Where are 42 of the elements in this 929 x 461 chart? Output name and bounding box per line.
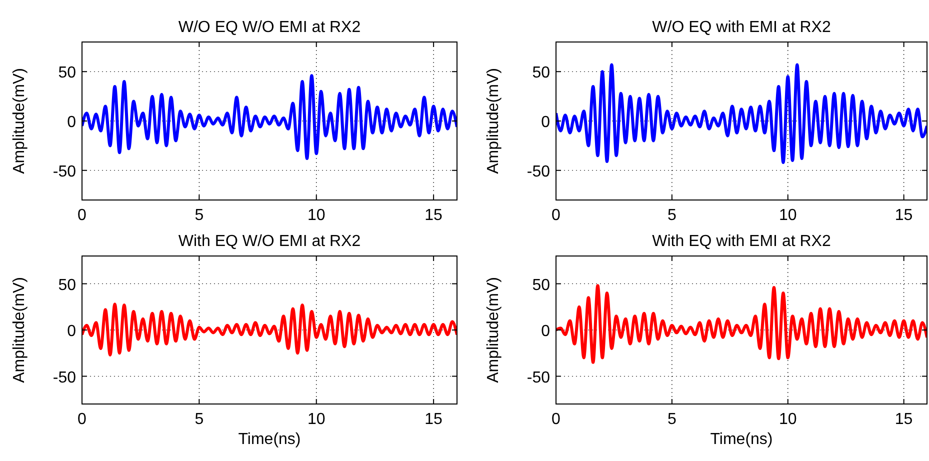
line-series [82, 74, 457, 160]
x-axis-title: Time(ns) [710, 431, 773, 448]
chart-title: With EQ W/O EMI at RX2 [178, 233, 361, 250]
y-tick-label: 50 [532, 276, 550, 294]
y-axis-title: Amplitude(mV) [11, 68, 28, 174]
line-series [556, 63, 927, 164]
x-tick-label: 10 [307, 411, 326, 428]
y-tick-label: 0 [67, 114, 76, 131]
y-tick-label: 0 [541, 323, 550, 340]
x-tick-label: 10 [307, 207, 326, 224]
chart-title: W/O EQ W/O EMI at RX2 [178, 19, 361, 36]
x-tick-label: 15 [424, 411, 443, 428]
y-tick-label: 50 [58, 64, 76, 82]
line-series [82, 302, 457, 356]
y-tick-label: 50 [532, 64, 550, 82]
x-tick-label: 0 [552, 411, 561, 428]
x-tick-label: 15 [894, 411, 913, 428]
x-axis-title: Time(ns) [238, 431, 301, 448]
x-tick-label: 5 [667, 207, 676, 224]
x-tick-label: 0 [552, 207, 561, 224]
x-tick-label: 5 [194, 411, 204, 428]
y-tick-label: -50 [526, 369, 550, 386]
y-tick-label: 0 [541, 114, 550, 131]
y-axis-title: Amplitude(mV) [485, 68, 502, 174]
x-tick-label: 15 [894, 207, 913, 224]
y-tick-label: 50 [58, 276, 76, 294]
y-tick-label: -50 [52, 369, 76, 386]
x-tick-label: 5 [194, 207, 204, 224]
x-tick-label: 0 [78, 411, 87, 428]
x-tick-label: 5 [667, 411, 676, 428]
y-tick-label: -50 [52, 163, 76, 180]
y-axis-title: Amplitude(mV) [485, 277, 502, 383]
chart-title: With EQ with EMI at RX2 [652, 233, 831, 250]
x-tick-label: 0 [78, 207, 87, 224]
y-tick-label: 0 [67, 323, 76, 340]
line-series [556, 284, 927, 364]
y-axis-title: Amplitude(mV) [11, 277, 28, 383]
x-tick-label: 10 [778, 411, 797, 428]
y-tick-label: -50 [526, 163, 550, 180]
x-tick-label: 15 [424, 207, 443, 224]
x-tick-label: 10 [778, 207, 797, 224]
chart-title: W/O EQ with EMI at RX2 [652, 19, 831, 36]
